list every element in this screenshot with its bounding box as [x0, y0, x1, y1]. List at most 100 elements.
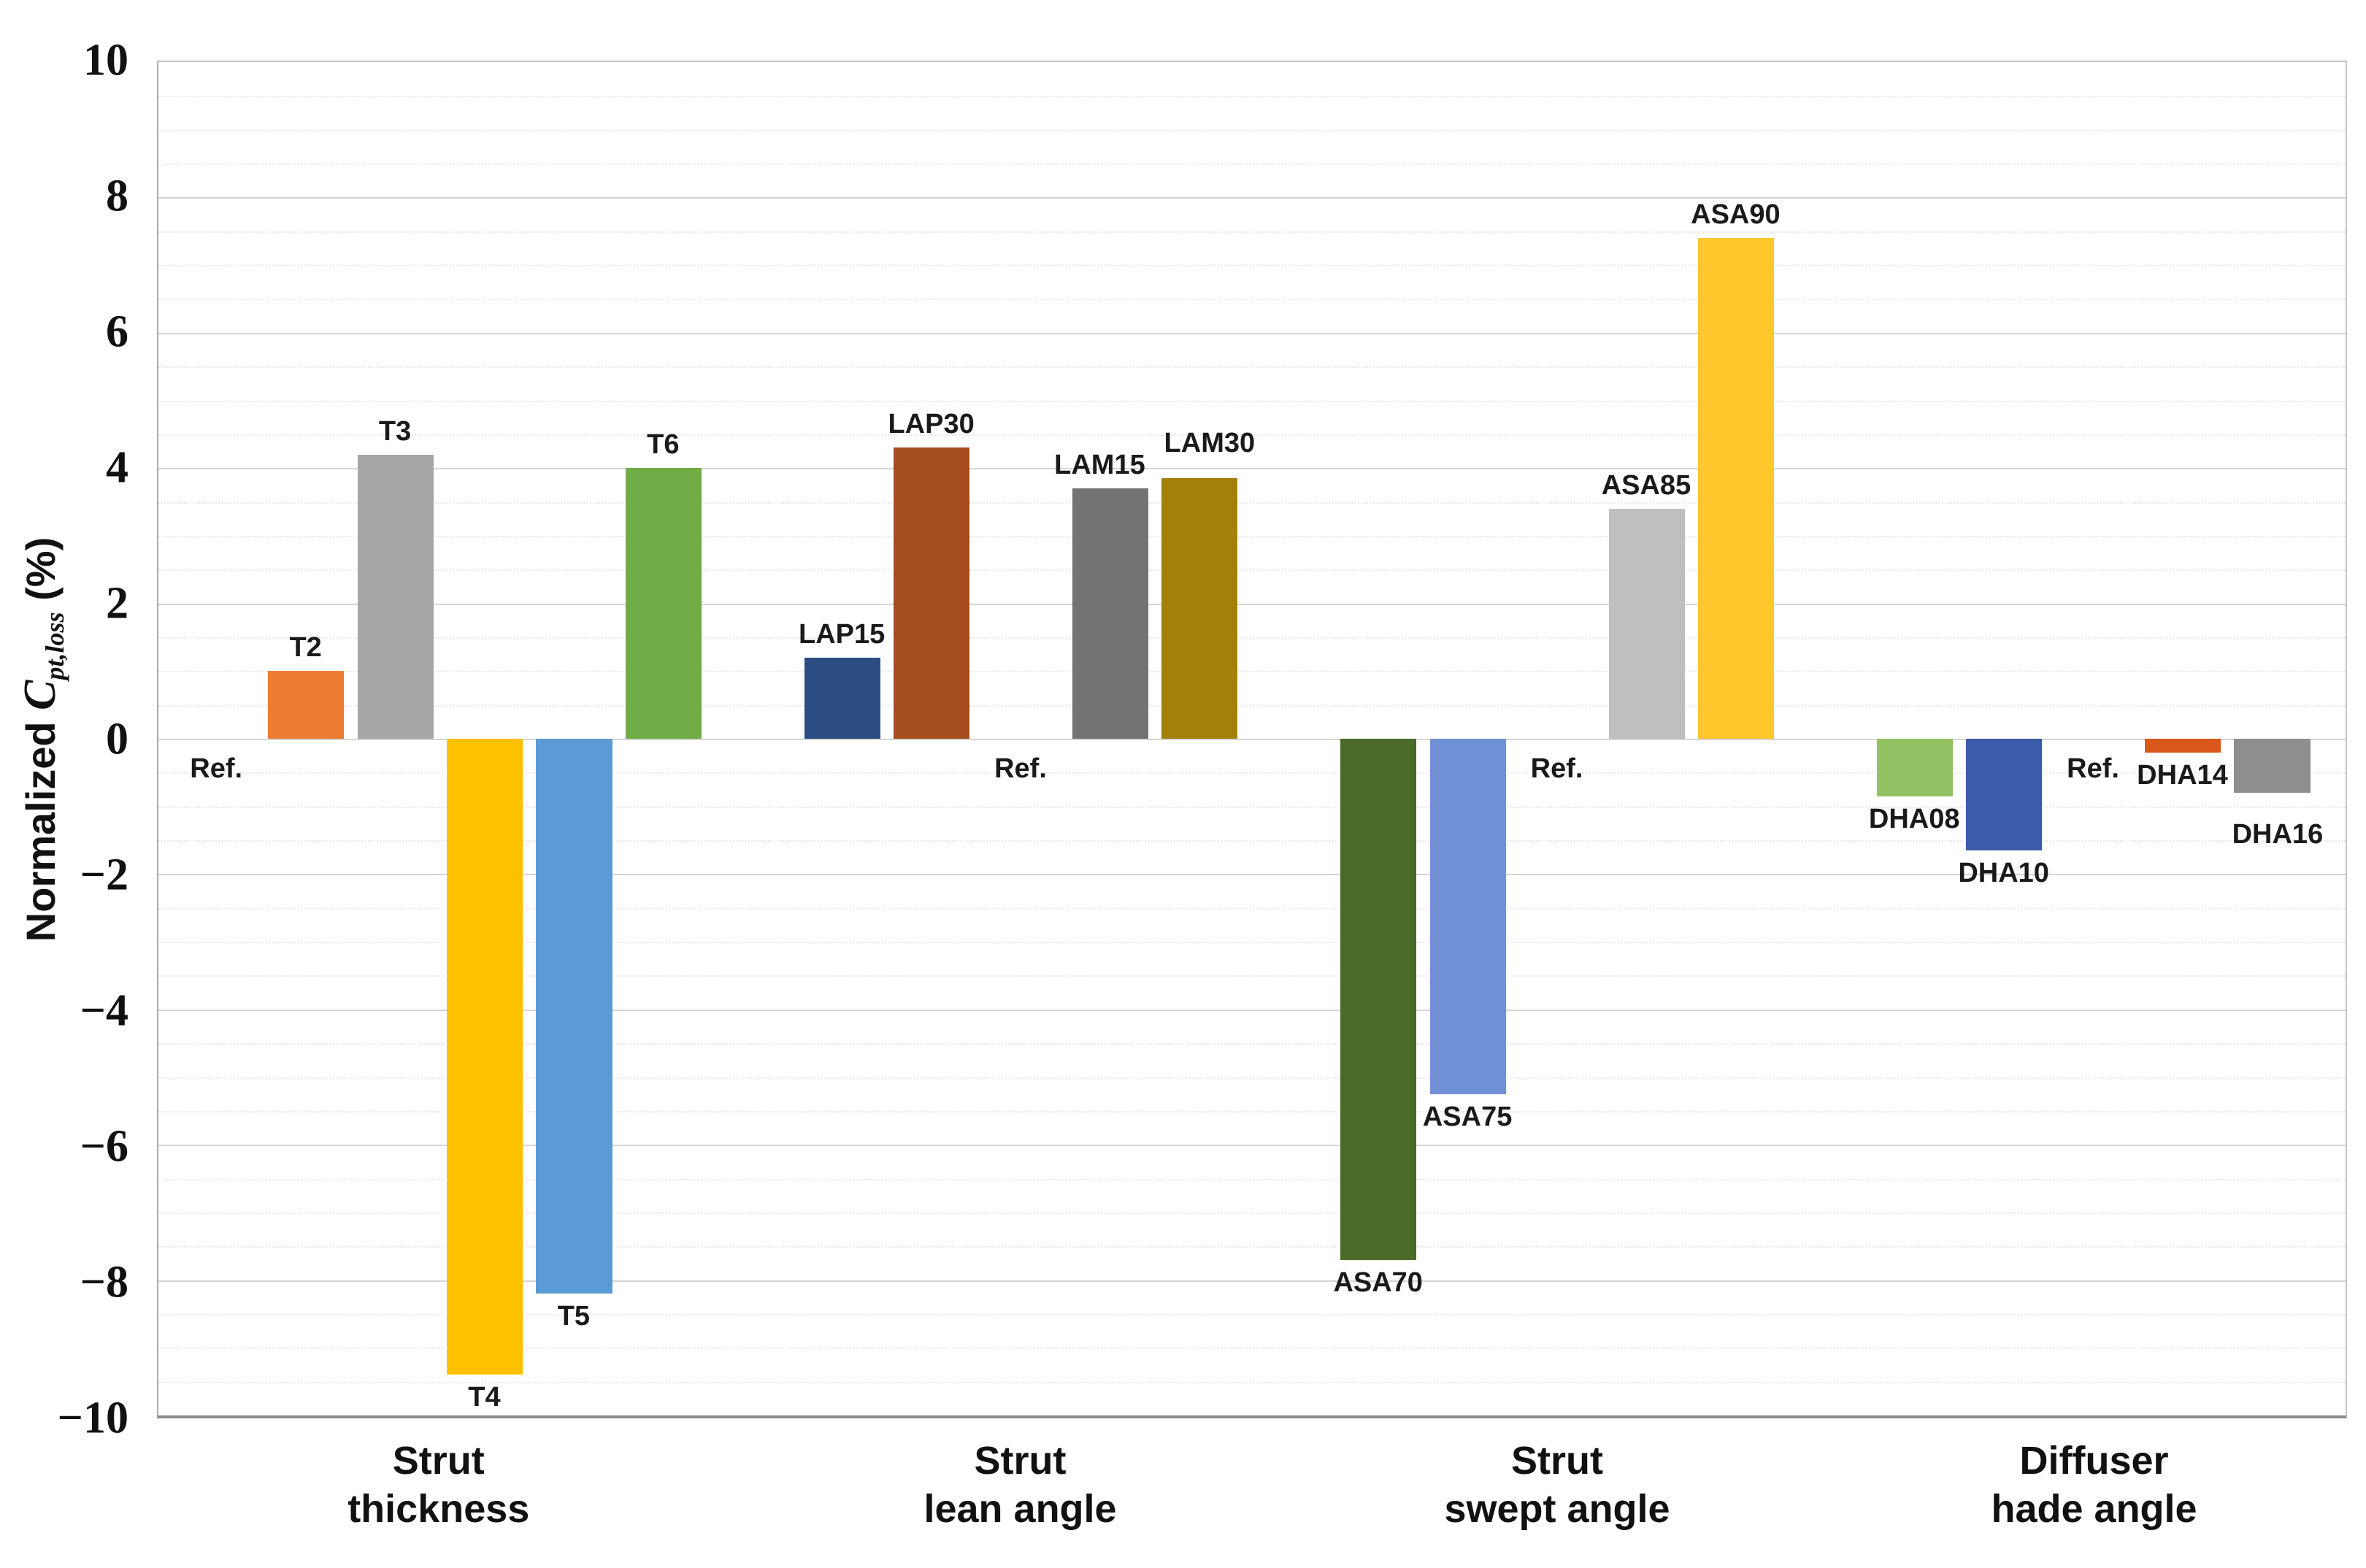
y-tick-label: 10 [83, 35, 128, 85]
minor-gridline [158, 942, 2346, 944]
group-spacer [1244, 62, 1333, 1415]
minor-gridline [158, 907, 2346, 910]
reference-label: Ref. [190, 753, 243, 784]
bar-slots: Ref. T2 T3 T4 T5 T6 LAP15 LAP30 Ref. LAM15 LAM30 AS… [158, 62, 2346, 1415]
minor-gridline [158, 96, 2346, 98]
bar-asa85 [1608, 508, 1685, 739]
major-gridline [158, 739, 2346, 740]
minor-gridline [158, 1110, 2346, 1112]
bar-asa70 [1340, 739, 1417, 1260]
major-gridline [158, 1009, 2346, 1011]
category-label-line: Strut [1511, 1439, 1604, 1483]
bar-slot: T4 [439, 62, 529, 1415]
minor-gridline [158, 1178, 2346, 1180]
minor-gridline [158, 569, 2346, 572]
bar-asa75 [1429, 739, 1506, 1094]
bar-slot: LAP15 [797, 62, 886, 1415]
y-tick-label: 2 [106, 578, 128, 629]
bar-slot: ASA70 [1333, 62, 1423, 1415]
bar-value-label: LAP15 [799, 618, 886, 650]
bar-t3 [357, 454, 434, 739]
bar-lap30 [894, 447, 970, 739]
major-gridline [158, 197, 2346, 199]
y-tick-label: −4 [80, 985, 128, 1036]
y-tick-label: 4 [106, 442, 128, 493]
bar-slot: DHA16 [2227, 62, 2323, 1415]
category-label-strut-sweptangle: Strut swept angle [1444, 1437, 1670, 1533]
y-tick-label: −2 [80, 850, 128, 900]
minor-gridline [158, 1313, 2346, 1315]
bar-slot: ASA85 [1602, 62, 1691, 1415]
bar-slot: T6 [618, 62, 707, 1415]
bar-dha10 [1966, 739, 2043, 850]
minor-gridline [158, 501, 2346, 504]
bar-value-label: T4 [468, 1382, 501, 1413]
minor-gridline [158, 671, 2346, 673]
minor-gridline [158, 164, 2346, 166]
bar-slot-reference: Ref. [172, 62, 261, 1415]
category-label-line: hade angle [1991, 1487, 2197, 1531]
reference-label: Ref. [1530, 753, 1583, 784]
bar-value-label: ASA90 [1691, 199, 1781, 231]
bar-slot: DHA14 [2137, 62, 2228, 1415]
category-label-strut-thickness: Strut thickness [347, 1437, 529, 1533]
category-label-diffuser-hadeangle: Diffuser hade angle [1991, 1437, 2197, 1533]
bar-slot: T3 [350, 62, 439, 1415]
bar-lap15 [804, 657, 880, 739]
bar-value-label: ASA85 [1601, 469, 1691, 501]
bar-value-label: T5 [557, 1301, 591, 1332]
bar-slot-reference: Ref. [2048, 62, 2138, 1415]
major-gridline [158, 468, 2346, 470]
category-label-line: swept angle [1444, 1487, 1670, 1531]
minor-gridline [158, 637, 2346, 639]
bar-value-label: DHA10 [1958, 857, 2049, 888]
bar-t6 [625, 468, 702, 739]
bar-value-label: DHA14 [2137, 759, 2228, 791]
minor-gridline [158, 366, 2346, 369]
bar-dha14 [2145, 739, 2221, 753]
bar-value-label: DHA08 [1868, 803, 1960, 834]
category-label-line: Diffuser [2019, 1439, 2169, 1483]
y-tick-label: 8 [106, 171, 128, 221]
category-label-line: thickness [347, 1487, 530, 1531]
category-label-line: Strut [974, 1439, 1067, 1483]
major-gridline [158, 1280, 2346, 1282]
major-gridline [158, 332, 2346, 334]
y-tick-label: −10 [57, 1393, 128, 1443]
major-gridline [158, 603, 2346, 605]
y-tick-label: −6 [80, 1121, 128, 1172]
category-axis-labels: Strut thickness Strut lean angle Strut swept … [157, 1425, 2347, 1564]
bar-t2 [268, 671, 345, 739]
minor-gridline [158, 975, 2346, 977]
bar-lam15 [1072, 488, 1149, 739]
minor-gridline [158, 806, 2346, 808]
category-label-line: lean angle [923, 1487, 1117, 1531]
bar-dha16 [2234, 739, 2311, 793]
minor-gridline [158, 434, 2346, 436]
bar-slot: T2 [261, 62, 350, 1415]
major-gridline [158, 1145, 2346, 1147]
bar-slot: DHA08 [1868, 62, 1960, 1415]
bar-slot: DHA10 [1958, 62, 2049, 1415]
reference-label: Ref. [2067, 753, 2119, 784]
minor-gridline [158, 535, 2346, 537]
minor-gridline [158, 129, 2346, 131]
minor-gridline [158, 299, 2346, 301]
minor-gridline [158, 840, 2346, 842]
bar-slot: LAM15 [1054, 62, 1154, 1415]
category-label-strut-leanangle: Strut lean angle [923, 1437, 1116, 1533]
bar-asa90 [1697, 238, 1774, 739]
bar-value-label: ASA70 [1333, 1267, 1423, 1298]
bar-slot: ASA75 [1423, 62, 1512, 1415]
group-spacer [708, 62, 797, 1415]
bar-slot-reference: Ref. [976, 62, 1065, 1415]
bar-value-label: LAP30 [888, 409, 975, 440]
minor-gridline [158, 704, 2346, 707]
reference-label: Ref. [994, 753, 1047, 784]
y-tick-label: 0 [106, 714, 128, 764]
plot-area: Ref. T2 T3 T4 T5 T6 LAP15 LAP30 Ref. LAM15 LAM30 AS… [157, 61, 2347, 1418]
major-gridline [158, 874, 2346, 876]
minor-gridline [158, 1381, 2346, 1383]
minor-gridline [158, 1348, 2346, 1350]
minor-gridline [158, 1043, 2346, 1045]
